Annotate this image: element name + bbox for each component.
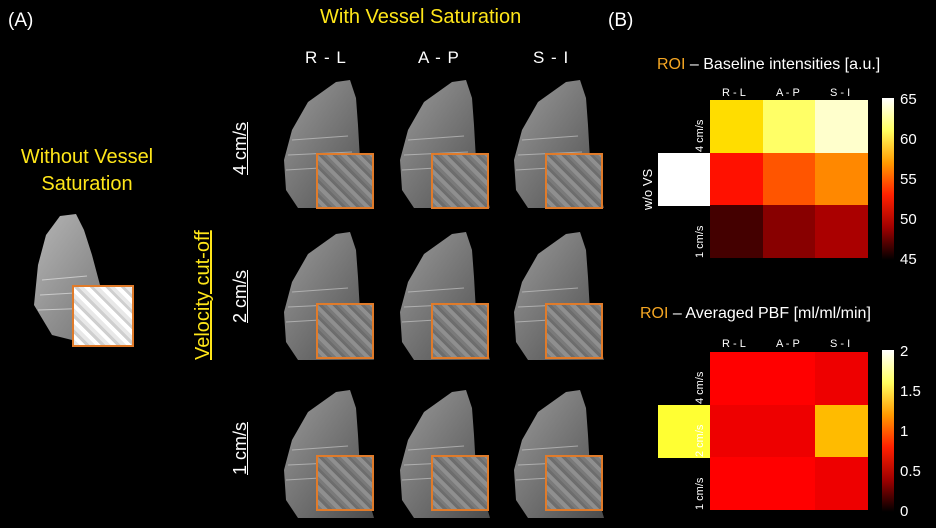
heatmap1-cell-r1-c1	[710, 100, 763, 153]
hm2-tick-2: 2	[900, 343, 909, 360]
roi-inset-2cms-rl	[316, 303, 374, 359]
hm2-col-ap: A - P	[776, 338, 800, 350]
hm2-col-si: S - I	[830, 338, 851, 350]
hm1-tick-60: 60	[900, 131, 917, 148]
roi-inset-4cms-rl	[316, 153, 374, 209]
hm2-tick-1: 1	[900, 423, 909, 440]
without-vs-roi-inset	[72, 285, 134, 347]
heatmap1-cell-r1-c2	[762, 100, 816, 153]
heatmap2-cell-r1-c2	[762, 352, 816, 405]
hm1-col-si: S - I	[830, 87, 851, 99]
col-label-si: S - I	[533, 48, 570, 67]
roi-inset-1cms-si	[545, 455, 603, 511]
roi-inset-2cms-ap	[431, 303, 489, 359]
hm1-col-ap: A - P	[776, 87, 800, 99]
hm1-tick-65: 65	[900, 91, 917, 108]
row-label-2cms: 2 cm/s	[230, 269, 250, 323]
heatmap2-cell-r2-c3	[815, 404, 869, 458]
heatmap2-cell-r3-c3	[815, 457, 869, 511]
heatmap1-cell-r3-c1	[710, 205, 763, 259]
heatmap1-grid	[710, 100, 869, 259]
hm2-tick-0: 0	[900, 503, 909, 520]
without-vs-title-line1: Without Vessel	[20, 146, 154, 168]
heatmap1-wovs-label: w/o VS	[640, 168, 655, 210]
hm2-tick-0-5: 0.5	[900, 463, 921, 480]
hm1-row-4cms: 4 cm/s	[694, 119, 706, 152]
hm1-tick-50: 50	[900, 211, 917, 228]
panel-a-label: (A)	[8, 10, 34, 31]
heatmap1-cell-r2-c3	[815, 152, 869, 206]
panel-b-label: (B)	[608, 10, 634, 31]
heatmap1-cell-r3-c2	[762, 205, 816, 259]
heatmap2-title-rest: – Averaged PBF [ml/ml/min]	[668, 305, 871, 322]
heatmap2-cell-r3-c1	[710, 457, 763, 511]
hm1-tick-55: 55	[900, 171, 917, 188]
without-vs-title-line2: Saturation	[41, 173, 133, 195]
row-label-1cms: 1 cm/s	[230, 421, 250, 475]
heatmap2-grid	[710, 352, 869, 511]
heatmap2-cell-r1-c3	[815, 352, 869, 405]
heatmap1-cell-r2-c2	[762, 152, 816, 206]
col-label-ap: A - P	[418, 48, 460, 67]
row-label-4cms: 4 cm/s	[230, 121, 250, 175]
heatmap2-cell-r1-c1	[710, 352, 763, 405]
hm2-tick-1-5: 1.5	[900, 383, 921, 400]
heatmap1-wovs-cell	[658, 153, 710, 206]
heatmap2-wovs-label: w/o VS	[640, 416, 655, 458]
hm1-row-1cms: 1 cm/s	[694, 225, 706, 258]
roi-inset-2cms-si	[545, 303, 603, 359]
with-vs-title: With Vessel Saturation	[320, 6, 522, 28]
hm2-col-rl: R - L	[722, 338, 746, 350]
hm2-row-2cms: 2 cm/s	[694, 424, 706, 457]
heatmap1-cell-r2-c1	[710, 152, 763, 206]
heatmap1-cell-r1-c3	[815, 100, 869, 153]
hm1-tick-45: 45	[900, 251, 917, 268]
heatmap2-wovs-cell	[658, 405, 710, 458]
heatmap2-cell-r3-c2	[762, 457, 816, 511]
hm1-col-rl: R - L	[722, 87, 746, 99]
heatmap2-colorbar	[882, 350, 894, 512]
hm2-row-1cms: 1 cm/s	[694, 477, 706, 510]
heatmap1-title-rest: – Baseline intensities [a.u.]	[685, 56, 881, 73]
heatmap1-roi-word: ROI	[657, 56, 686, 73]
heatmap2-cell-r2-c2	[762, 404, 816, 458]
roi-inset-1cms-rl	[316, 455, 374, 511]
without-vs-title: Without Vessel Saturation	[12, 146, 162, 196]
heatmap2-cell-r2-c1	[710, 404, 763, 458]
velocity-cutoff-label: Velocity cut-off	[192, 230, 214, 360]
heatmap1-cell-r3-c3	[815, 205, 869, 259]
hm2-row-4cms: 4 cm/s	[694, 371, 706, 404]
roi-inset-4cms-ap	[431, 153, 489, 209]
heatmap1-title: ROI – Baseline intensities [a.u.]	[657, 56, 880, 74]
heatmap1-colorbar	[882, 98, 894, 260]
roi-inset-1cms-ap	[431, 455, 489, 511]
lung-image-grid	[283, 80, 605, 519]
hm1-row-2cms: 2 cm/s	[694, 172, 706, 205]
roi-inset-4cms-si	[545, 153, 603, 209]
heatmap2-title: ROI – Averaged PBF [ml/ml/min]	[640, 305, 871, 323]
col-label-rl: R - L	[305, 48, 347, 67]
heatmap2-roi-word: ROI	[640, 305, 669, 322]
